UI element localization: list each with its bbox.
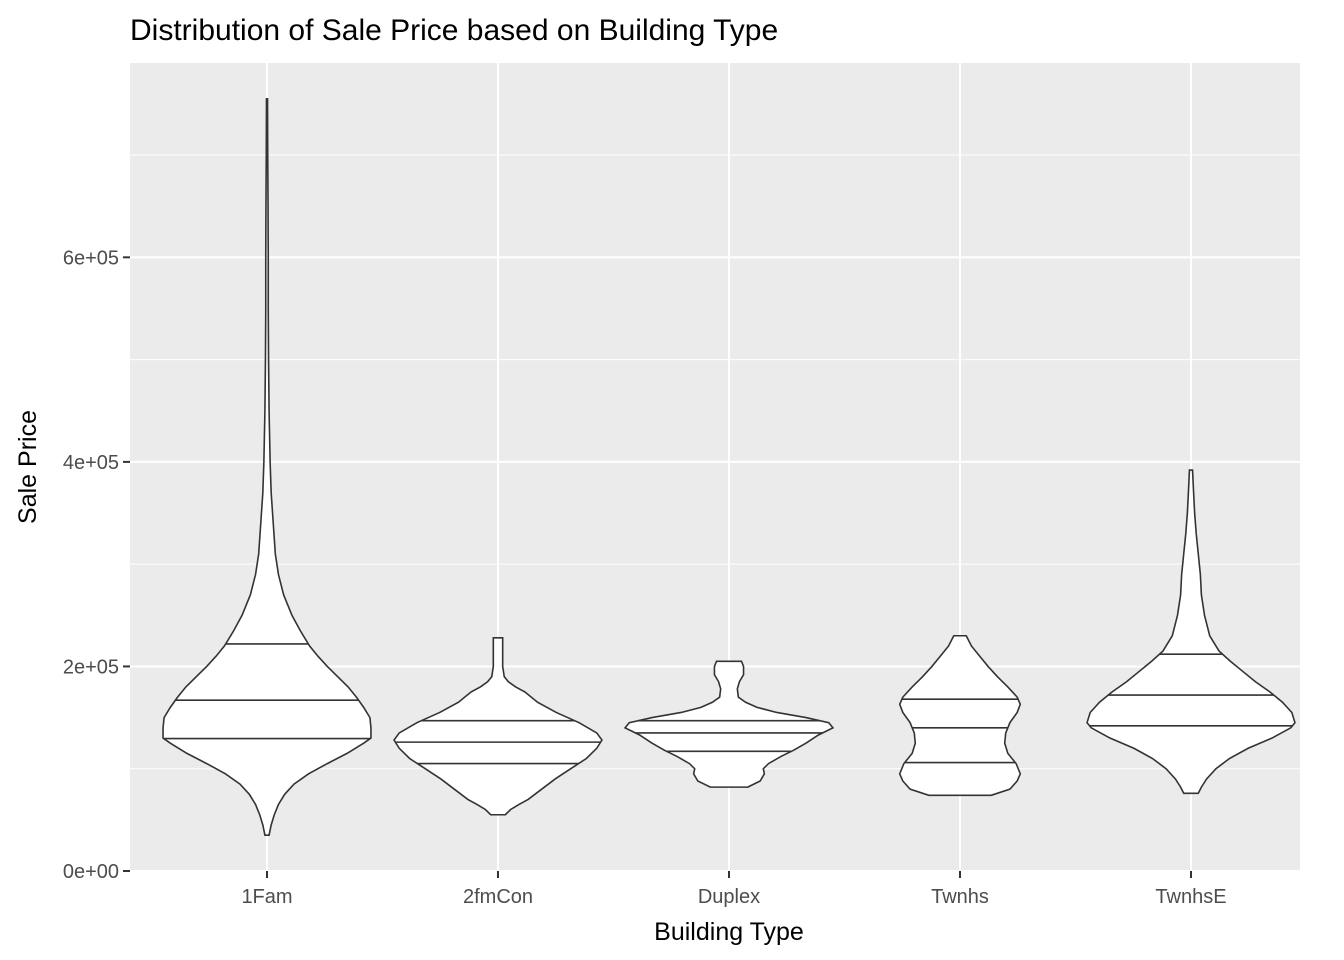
- x-axis: 1Fam 2fmCon Duplex Twnhs TwnhsE: [241, 871, 1227, 908]
- chart-title: Distribution of Sale Price based on Buil…: [130, 14, 778, 47]
- violin-2fmCon: [393, 637, 603, 816]
- y-axis-title: Sale Price: [14, 410, 42, 524]
- y-tick-label: 0e+00: [63, 861, 119, 883]
- violin-1Fam: [162, 98, 372, 836]
- x-axis-title: Building Type: [654, 918, 804, 946]
- violin-Twnhs: [898, 634, 1022, 797]
- y-axis: 0e+00 2e+05 4e+05 6e+05: [63, 247, 130, 883]
- violin-Duplex: [623, 660, 835, 788]
- x-tick-label: TwnhsE: [1155, 886, 1226, 908]
- x-tick-label: Twnhs: [931, 886, 989, 908]
- y-tick-label: 4e+05: [63, 452, 119, 474]
- x-tick-label: 1Fam: [241, 886, 292, 908]
- x-tick-label: 2fmCon: [463, 886, 533, 908]
- y-tick-label: 6e+05: [63, 247, 119, 269]
- violins: [162, 98, 1296, 836]
- x-tick-label: Duplex: [698, 886, 760, 908]
- y-tick-label: 2e+05: [63, 656, 119, 678]
